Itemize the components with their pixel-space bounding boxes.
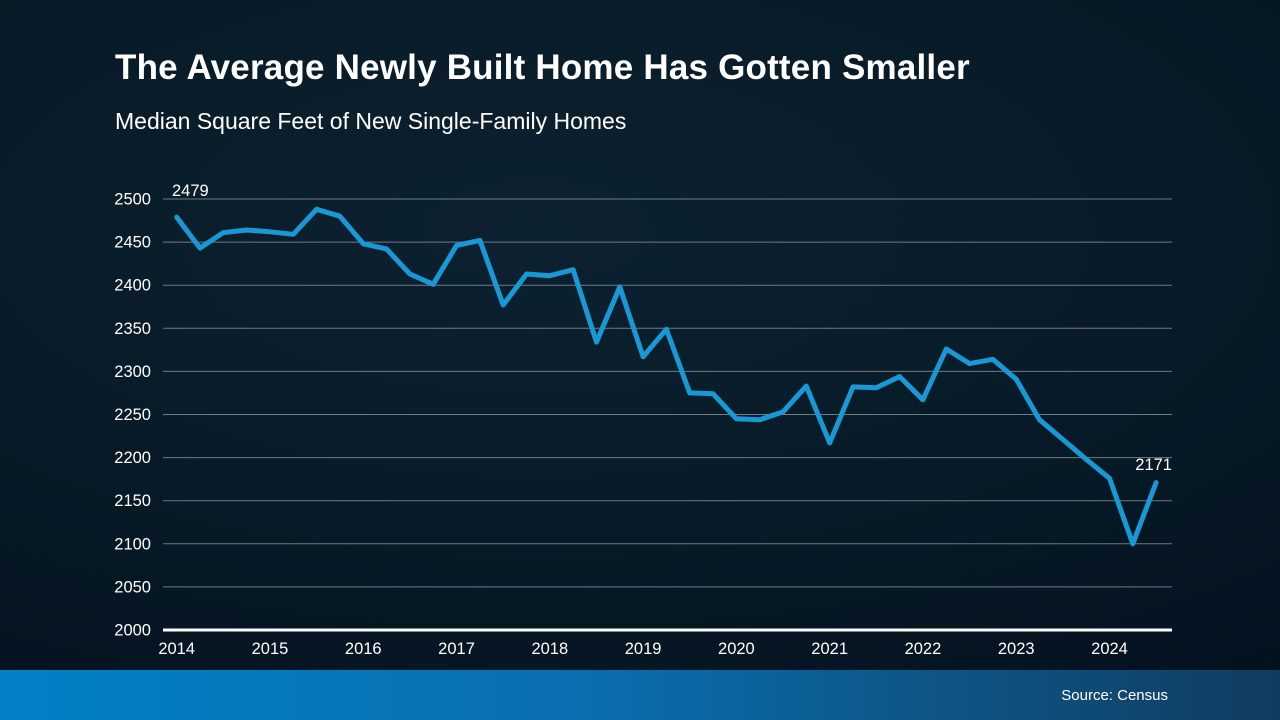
trend-line — [174, 206, 1159, 547]
y-tick-label: 2400 — [114, 277, 151, 295]
chart-title: The Average Newly Built Home Has Gotten … — [115, 48, 970, 87]
x-tick-label: 2019 — [625, 640, 662, 658]
y-tick-label: 2350 — [114, 320, 151, 338]
x-tick-label: 2015 — [252, 640, 289, 658]
chart-subtitle: Median Square Feet of New Single-Family … — [115, 108, 627, 134]
y-tick-label: 2250 — [114, 406, 151, 424]
y-tick-label: 2150 — [114, 492, 151, 510]
y-tick-label: 2200 — [114, 449, 151, 467]
x-tick-label: 2020 — [718, 640, 755, 658]
last-point-label: 2171 — [1135, 456, 1172, 474]
x-tick-label: 2017 — [438, 640, 475, 658]
x-tick-label: 2014 — [158, 640, 195, 658]
point-labels: 2479 2171 — [172, 182, 1172, 474]
y-tick-label: 2500 — [114, 191, 151, 209]
x-tick-label: 2024 — [1091, 640, 1128, 658]
y-axis-labels: 2000 2050 2100 2150 2200 2250 2300 2350 2400 2450… — [114, 191, 151, 640]
x-axis-labels: 2014 2015 2016 2017 2018 2019 2020 2021 2022 2023… — [158, 640, 1128, 658]
y-tick-label: 2000 — [114, 622, 151, 640]
y-tick-label: 2050 — [114, 578, 151, 596]
gridlines — [163, 198, 1172, 588]
y-tick-label: 2100 — [114, 535, 151, 553]
x-tick-label: 2021 — [811, 640, 848, 658]
x-tick-label: 2016 — [345, 640, 382, 658]
source-label: Source: Census — [1061, 686, 1168, 704]
footer-bar: Source: Census — [0, 670, 1280, 720]
first-point-label: 2479 — [172, 182, 209, 200]
x-tick-label: 2023 — [998, 640, 1035, 658]
x-tick-label: 2018 — [531, 640, 568, 658]
y-tick-label: 2450 — [114, 234, 151, 252]
x-tick-label: 2022 — [905, 640, 942, 658]
median-sqft-series — [174, 206, 1159, 547]
y-tick-label: 2300 — [114, 363, 151, 381]
